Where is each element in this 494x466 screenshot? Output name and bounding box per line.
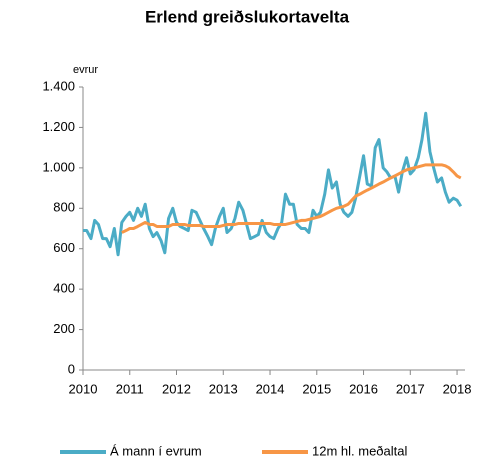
chart-title: Erlend greiðslukortavelta (145, 7, 350, 26)
y-tick-label: 1.200 (42, 119, 75, 134)
y-tick-label: 400 (53, 281, 75, 296)
y-tick-label: 200 (53, 321, 75, 336)
x-tick-label: 2012 (162, 381, 191, 396)
x-tick-label: 2010 (69, 381, 98, 396)
x-tick-label: 2013 (209, 381, 238, 396)
x-tick-label: 2017 (396, 381, 425, 396)
x-tick-label: 2011 (116, 381, 144, 396)
y-tick-label: 0 (68, 361, 75, 376)
legend-label: 12m hl. meðaltal (312, 443, 407, 458)
y-tick-label: 800 (53, 200, 75, 215)
y-unit: evrur (73, 64, 98, 76)
y-tick-label: 1.400 (42, 78, 75, 93)
series-line (83, 111, 463, 257)
legend-label: Á mann í evrum (110, 443, 202, 458)
series-line (121, 163, 462, 234)
x-tick-label: 2018 (443, 381, 472, 396)
x-tick-label: 2016 (349, 381, 378, 396)
y-tick-label: 600 (53, 240, 75, 255)
y-tick-label: 1.000 (42, 159, 75, 174)
x-tick-label: 2015 (302, 381, 331, 396)
x-tick-label: 2014 (256, 381, 285, 396)
